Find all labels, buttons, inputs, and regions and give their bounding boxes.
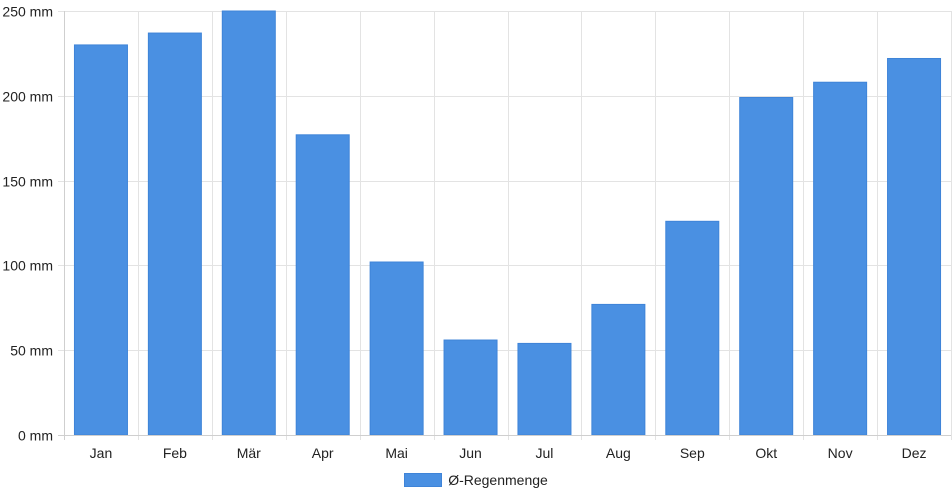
y-tick-label: 200 mm	[2, 89, 53, 105]
bars	[73, 10, 942, 436]
x-tick-label: Sep	[680, 445, 705, 461]
x-tick-label: Jan	[90, 445, 113, 461]
chart-canvas: 0 mm 50 mm 100 mm 150 mm 200 mm 250 mm Jan Feb M…	[2, 4, 952, 462]
bar-jan	[73, 44, 128, 436]
bar-jul	[517, 342, 572, 436]
y-tick-label: 100 mm	[2, 258, 53, 274]
y-tick-label: 50 mm	[10, 343, 53, 359]
tick-labels: 0 mm 50 mm 100 mm 150 mm 200 mm 250 mm Jan Feb M…	[2, 4, 926, 462]
bar-dez	[887, 57, 942, 436]
x-tick-label: Mär	[237, 445, 261, 461]
axes	[58, 11, 951, 440]
x-tick-label: Apr	[312, 445, 334, 461]
x-tick-label: Jun	[459, 445, 482, 461]
bar-mai	[369, 261, 424, 436]
legend-swatch	[404, 473, 443, 487]
grid-lines	[58, 11, 952, 440]
bar-sep	[665, 220, 720, 436]
x-tick-label: Aug	[606, 445, 631, 461]
x-tick-label: Jul	[536, 445, 554, 461]
x-tick-label: Feb	[163, 445, 187, 461]
y-tick-label: 250 mm	[2, 4, 53, 20]
bar-okt	[739, 96, 794, 436]
x-tick-label: Nov	[828, 445, 853, 461]
legend-label: Ø-Regenmenge	[448, 472, 548, 488]
x-tick-label: Okt	[755, 445, 777, 461]
legend: Ø-Regenmenge	[0, 472, 952, 488]
bar-jun	[443, 339, 498, 436]
bar-aug	[591, 303, 646, 436]
bar-apr	[295, 134, 350, 436]
x-tick-label: Mai	[385, 445, 408, 461]
bar-feb	[147, 32, 202, 436]
bar-mär	[221, 10, 276, 436]
y-tick-label: 150 mm	[2, 174, 53, 190]
y-tick-label: 0 mm	[18, 428, 53, 444]
bar-nov	[813, 81, 868, 436]
x-tick-label: Dez	[902, 445, 927, 461]
